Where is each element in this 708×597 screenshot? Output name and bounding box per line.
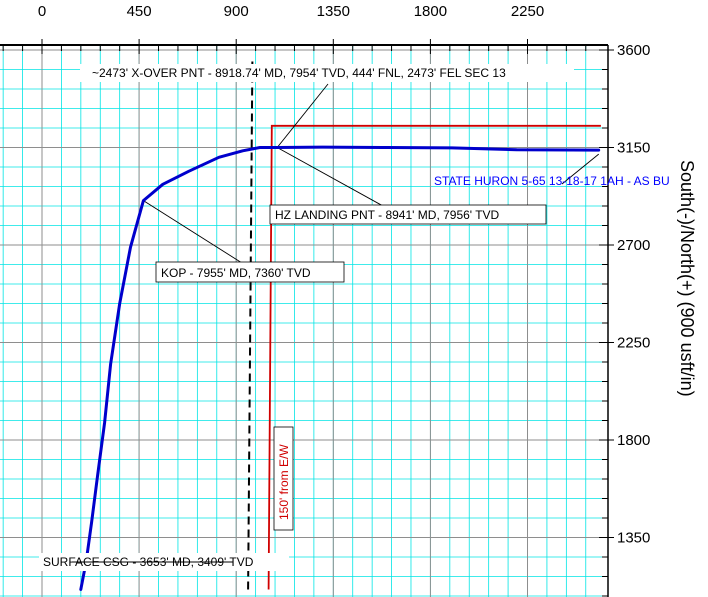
well-name-label: STATE HURON 5-65 13-18-17 1AH - AS BU — [434, 174, 670, 188]
y-tick-label: 1350 — [617, 530, 650, 547]
x-tick-label: 0 — [38, 3, 46, 20]
landing-annotation: HZ LANDING PNT - 8941' MD, 7956' TVD — [275, 208, 500, 222]
y-tick-labels: 3600 3150 2700 2250 1800 1350 — [617, 42, 650, 547]
y-tick-label: 2700 — [617, 237, 650, 254]
xover-leader — [276, 83, 329, 148]
lease-line — [267, 124, 601, 590]
kop-annotation: KOP - 7955' MD, 7360' TVD — [161, 266, 311, 280]
well-path-line — [79, 145, 601, 591]
landing-leader — [276, 147, 384, 207]
y-axis-label: South(-)/North(+) (900 usft/in) — [677, 160, 697, 397]
dashed-line-layer — [247, 58, 254, 590]
y-tick-label: 2250 — [617, 335, 650, 352]
kop-leader — [143, 200, 243, 264]
annotation-leaders — [143, 83, 599, 264]
x-tick-labels: 0 450 900 1350 1800 2250 — [38, 3, 544, 20]
y-tick-label: 1800 — [617, 432, 650, 449]
x-tick-label: 450 — [127, 3, 152, 20]
lease-label: 150' from E/W — [277, 444, 291, 520]
axis-ticks — [2, 39, 614, 597]
y-tick-label: 3600 — [617, 42, 650, 59]
landing-annotation-bg — [269, 204, 547, 225]
x-tick-label: 2250 — [511, 3, 544, 20]
x-tick-label: 1800 — [414, 3, 447, 20]
xover-annotation: ~2473' X-OVER PNT - 8918.74' MD, 7954' T… — [92, 66, 506, 80]
well-path-layer — [79, 145, 601, 591]
well-label-leader — [561, 153, 599, 185]
y-tick-label: 3150 — [617, 140, 650, 157]
xover-annotation-bg — [80, 64, 574, 82]
x-tick-label: 900 — [224, 3, 249, 20]
axis-label-bg — [676, 150, 708, 500]
lease-line-layer — [267, 124, 601, 590]
x-tick-label: 1350 — [317, 3, 350, 20]
major-grid — [0, 45, 608, 597]
kop-annotation-bg — [155, 261, 345, 283]
dashed-line — [247, 58, 254, 590]
lease-label-box — [273, 426, 294, 531]
